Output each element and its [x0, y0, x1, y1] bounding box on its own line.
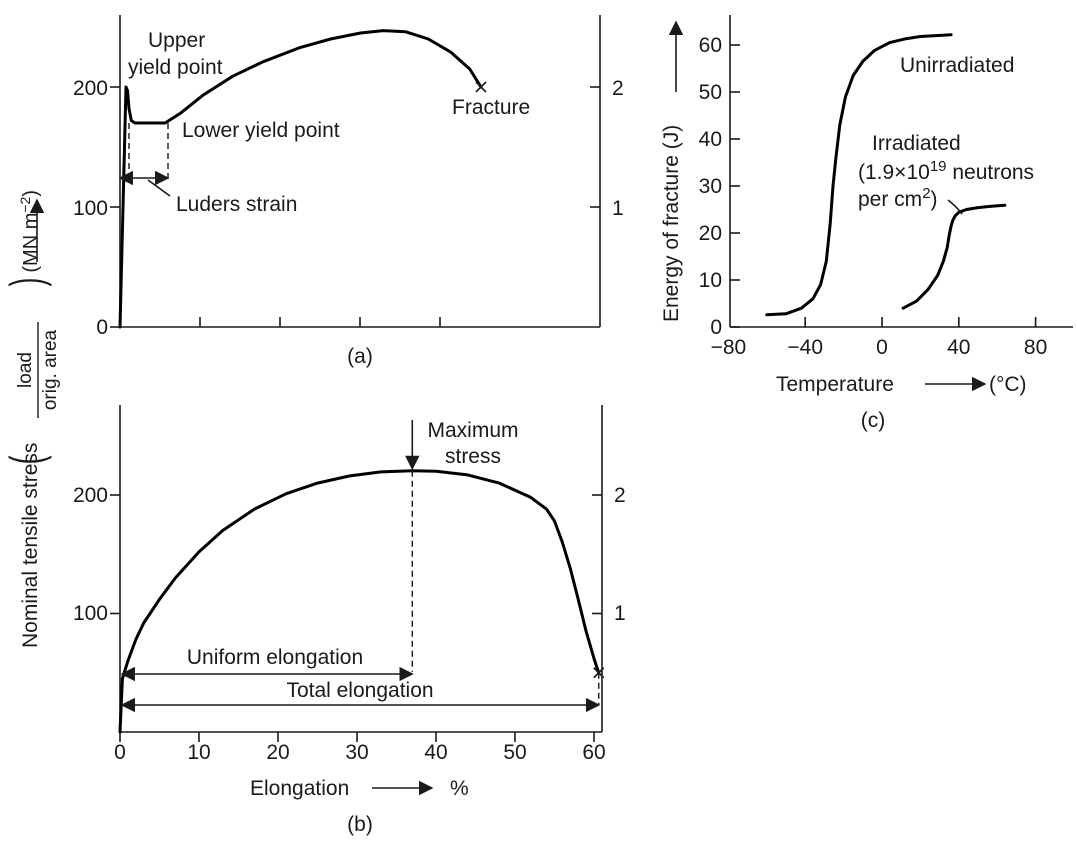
a-ytick-100: 100: [73, 197, 108, 220]
c-irradiated-leader: [947, 199, 963, 215]
b-xtick-label: 10: [187, 741, 210, 764]
ylabel-main: Nominal tensile stress: [19, 443, 42, 648]
c-caption: (c): [861, 409, 886, 432]
c-xtick-label: 80: [1024, 336, 1047, 359]
b-xlabel-unit: %: [450, 777, 469, 800]
b-uniform-label: Uniform elongation: [187, 646, 363, 669]
a-lower-yield-label: Lower yield point: [182, 119, 340, 142]
panel-c-y-tick-labels: 0 10 20 30 40 50 60: [699, 34, 722, 339]
c-xtick-label: −40: [787, 336, 823, 359]
panel-c-x-tick-labels: −80 −40 0 40 80: [711, 336, 1048, 359]
ylabel-fraction-num: load: [15, 352, 36, 388]
panel-c-ticks: [730, 44, 1037, 328]
b-fracture-cross-mark: [593, 667, 605, 679]
c-irradiated-label-1: Irradiated: [872, 132, 961, 155]
panel-a: 0 100 200 1 2 Luders strain Upper yield …: [73, 15, 624, 368]
b-rtick-2: 2: [614, 484, 626, 507]
c-ytick-label: 60: [699, 34, 722, 57]
panel-a-right-tick-labels: 1 2: [612, 77, 624, 220]
panel-b: 0 10 20 30 40 50 60 100 200 1 2 Maximum stress…: [73, 405, 626, 836]
a-caption: (a): [347, 345, 373, 368]
panel-b-ticks: [110, 494, 602, 742]
a-ytick-0: 0: [96, 316, 108, 339]
b-ytick-200: 200: [73, 484, 108, 507]
panel-a-left-tick-labels: 0 100 200: [73, 77, 108, 339]
ylabel-paren-left: (: [0, 455, 52, 464]
b-max-label-2: stress: [445, 445, 501, 468]
ylabel-paren-right: ): [0, 278, 52, 287]
shared-y-label: Nominal tensile stress load orig. area (…: [0, 190, 61, 648]
c-xtick-label: 40: [947, 336, 970, 359]
b-xtick-label: 60: [582, 741, 605, 764]
panel-b-stress-strain-curve: [118, 469, 601, 734]
b-xtick-label: 50: [503, 741, 526, 764]
panel-a-stress-strain-curve: [118, 29, 483, 329]
a-fracture-x: [475, 81, 487, 93]
a-rtick-2: 2: [612, 77, 624, 100]
c-xtick-label: −80: [711, 336, 747, 359]
panel-b-x-tick-labels: 0 10 20 30 40 50 60: [114, 741, 606, 764]
c-ytick-label: 0: [710, 316, 722, 339]
a-upper-yield-label-2: yield point: [128, 56, 223, 79]
a-rtick-1: 1: [612, 197, 624, 220]
b-total-label: Total elongation: [286, 679, 433, 702]
a-luders-label: Luders strain: [176, 193, 297, 216]
c-xlabel: Temperature: [776, 373, 894, 396]
b-ytick-100: 100: [73, 602, 108, 625]
a-fracture-label: Fracture: [452, 96, 530, 119]
b-xtick-label: 0: [114, 741, 126, 764]
c-ytick-label: 40: [699, 128, 722, 151]
a-luders-leader: [147, 179, 171, 197]
c-ylabel: Energy of fracture (J): [660, 125, 683, 322]
c-unirradiated-curve: [765, 33, 953, 317]
c-xtick-label: 0: [876, 336, 888, 359]
panel-a-ticks: [110, 86, 600, 328]
c-irradiated-label-2: (1.9×1019 neutrons: [858, 158, 1034, 184]
c-unirradiated-label: Unirradiated: [900, 54, 1014, 77]
c-xlabel-unit: (°C): [989, 373, 1027, 396]
c-ytick-label: 30: [699, 175, 722, 198]
ylabel-fraction: load orig. area (: [15, 322, 61, 418]
ylabel-unit: (MN m−2): [17, 190, 42, 273]
b-rtick-1: 1: [614, 602, 626, 625]
c-irradiated-curve: [901, 203, 1007, 310]
c-ytick-label: 10: [699, 269, 722, 292]
b-xlabel: Elongation: [250, 777, 349, 800]
panel-b-left-tick-labels: 100 200: [73, 484, 108, 625]
panel-b-right-tick-labels: 1 2: [614, 484, 626, 625]
a-ytick-200: 200: [73, 77, 108, 100]
panel-c: −80 −40 0 40 80 0 10 20 30 40 50 60 Energy of frac…: [660, 15, 1073, 432]
c-irradiated-label-3: per cm2): [858, 185, 938, 211]
a-upper-yield-label-1: Upper: [148, 29, 205, 52]
b-xtick-label: 40: [424, 741, 447, 764]
ylabel-fraction-den: orig. area: [40, 329, 61, 410]
c-ytick-label: 20: [699, 222, 722, 245]
a-fracture-cross-mark: [475, 81, 487, 93]
b-fracture-x: [593, 667, 605, 679]
b-caption: (b): [347, 813, 373, 836]
b-xtick-label: 30: [345, 741, 368, 764]
b-max-label-1: Maximum: [427, 419, 518, 442]
c-ytick-label: 50: [699, 81, 722, 104]
b-xtick-label: 20: [266, 741, 289, 764]
